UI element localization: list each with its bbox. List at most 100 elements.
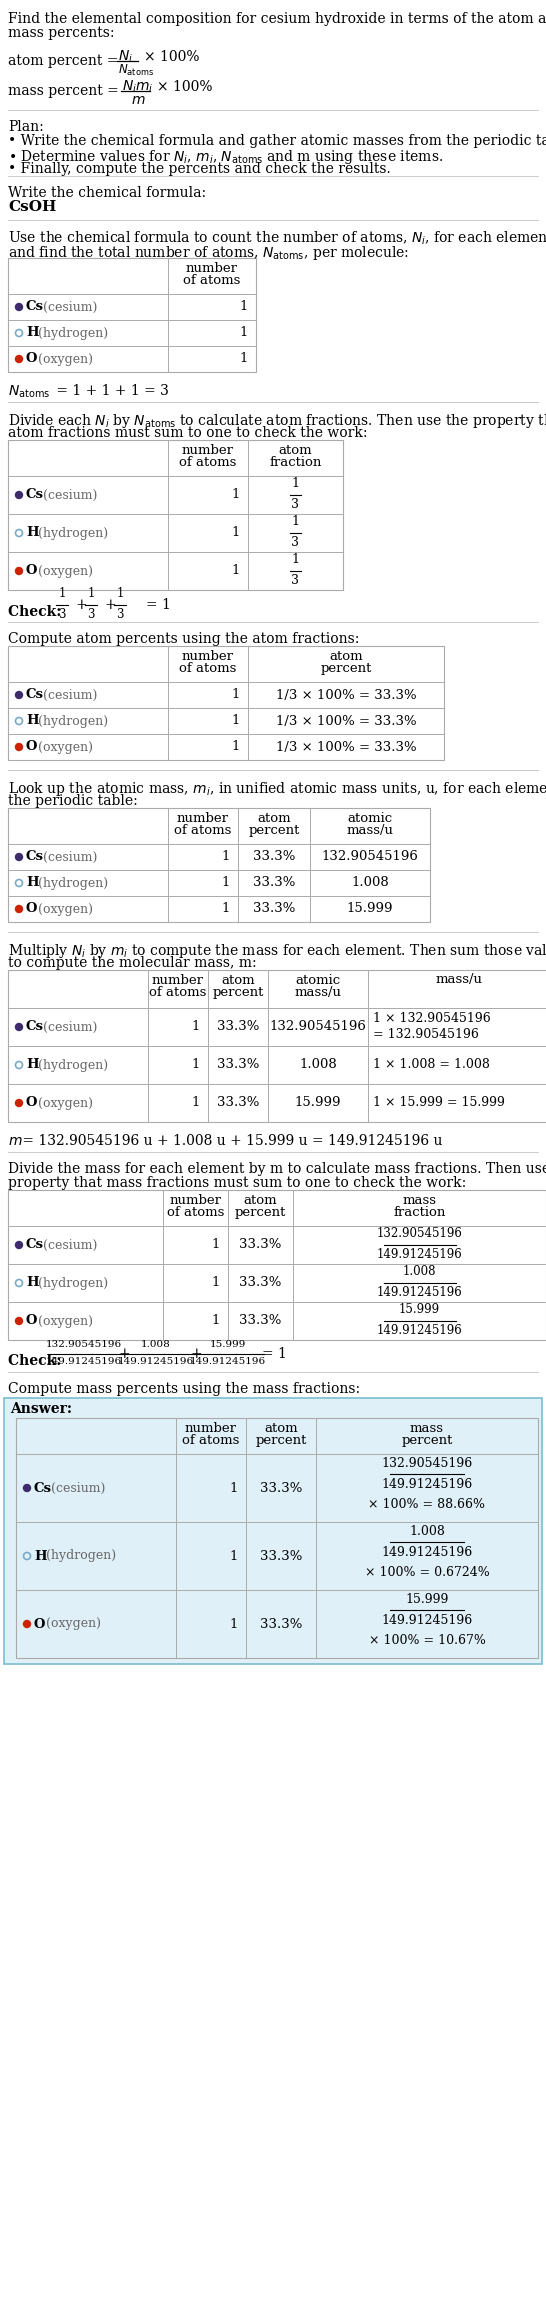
Text: 33.3%: 33.3% bbox=[217, 1019, 259, 1033]
Text: = 1 + 1 + 1 = 3: = 1 + 1 + 1 = 3 bbox=[52, 383, 169, 397]
Text: (cesium): (cesium) bbox=[39, 690, 97, 701]
Circle shape bbox=[23, 1484, 31, 1491]
Text: 1.008: 1.008 bbox=[351, 875, 389, 889]
Text: $N_i$: $N_i$ bbox=[118, 49, 133, 65]
Text: 1.008: 1.008 bbox=[409, 1526, 445, 1537]
Text: $N_i m_i$: $N_i m_i$ bbox=[122, 79, 153, 95]
Text: mass/u: mass/u bbox=[294, 987, 341, 998]
Text: 3: 3 bbox=[292, 536, 300, 548]
Text: 149.91245196: 149.91245196 bbox=[118, 1356, 194, 1365]
Text: 149.91245196: 149.91245196 bbox=[381, 1479, 473, 1491]
Text: 149.91245196: 149.91245196 bbox=[377, 1247, 462, 1261]
Text: 1: 1 bbox=[232, 715, 240, 727]
Text: percent: percent bbox=[248, 824, 300, 836]
Text: H: H bbox=[26, 1277, 39, 1289]
Text: 132.90545196: 132.90545196 bbox=[381, 1456, 473, 1470]
Text: 1: 1 bbox=[192, 1096, 200, 1110]
Text: of atoms: of atoms bbox=[174, 824, 232, 836]
Text: 1: 1 bbox=[230, 1618, 238, 1630]
Text: 33.3%: 33.3% bbox=[239, 1314, 282, 1328]
Text: × 100%: × 100% bbox=[144, 51, 199, 65]
Text: H: H bbox=[26, 527, 39, 539]
Text: fraction: fraction bbox=[393, 1205, 446, 1219]
Text: 149.91245196: 149.91245196 bbox=[377, 1286, 462, 1298]
Text: atom: atom bbox=[278, 444, 312, 457]
Text: 1 × 15.999 = 15.999: 1 × 15.999 = 15.999 bbox=[373, 1096, 505, 1110]
Text: atom: atom bbox=[329, 650, 363, 664]
Text: 33.3%: 33.3% bbox=[253, 875, 295, 889]
Text: percent: percent bbox=[212, 987, 264, 998]
Text: 33.3%: 33.3% bbox=[239, 1238, 282, 1252]
Text: of atoms: of atoms bbox=[167, 1205, 224, 1219]
Text: 1: 1 bbox=[58, 587, 66, 599]
Text: Find the elemental composition for cesium hydroxide in terms of the atom and: Find the elemental composition for cesiu… bbox=[8, 12, 546, 26]
Bar bbox=[8, 1189, 546, 1340]
Text: 15.999: 15.999 bbox=[347, 903, 393, 915]
Text: 1: 1 bbox=[232, 527, 240, 539]
Text: = 132.90545196: = 132.90545196 bbox=[373, 1029, 479, 1043]
Text: 1/3 × 100% = 33.3%: 1/3 × 100% = 33.3% bbox=[276, 741, 416, 755]
Text: atom: atom bbox=[221, 973, 255, 987]
Text: 33.3%: 33.3% bbox=[260, 1618, 302, 1630]
Text: 1: 1 bbox=[240, 300, 248, 313]
Text: of atoms: of atoms bbox=[149, 987, 207, 998]
Text: 3: 3 bbox=[292, 574, 300, 587]
Text: Multiply $N_i$ by $m_i$ to compute the mass for each element. Then sum those val: Multiply $N_i$ by $m_i$ to compute the m… bbox=[8, 943, 546, 959]
Text: Cs: Cs bbox=[26, 850, 44, 864]
Text: (hydrogen): (hydrogen) bbox=[34, 715, 108, 727]
Text: 1: 1 bbox=[232, 690, 240, 701]
Text: H: H bbox=[26, 715, 39, 727]
Text: × 100%: × 100% bbox=[157, 79, 212, 93]
Text: Write the chemical formula:: Write the chemical formula: bbox=[8, 186, 206, 200]
Text: 1: 1 bbox=[230, 1549, 238, 1563]
Circle shape bbox=[15, 906, 22, 913]
Text: 1: 1 bbox=[212, 1277, 220, 1289]
Text: $m$: $m$ bbox=[8, 1133, 22, 1147]
Text: 132.90545196: 132.90545196 bbox=[322, 850, 418, 864]
Text: Cs: Cs bbox=[26, 1238, 44, 1252]
Text: atom percent =: atom percent = bbox=[8, 53, 123, 67]
Text: 1: 1 bbox=[292, 515, 300, 527]
Text: fraction: fraction bbox=[269, 455, 322, 469]
Text: atom fractions must sum to one to check the work:: atom fractions must sum to one to check … bbox=[8, 425, 367, 439]
Bar bbox=[8, 971, 546, 1122]
Circle shape bbox=[15, 1101, 22, 1108]
Bar bbox=[16, 1419, 538, 1658]
Text: mass percents:: mass percents: bbox=[8, 26, 115, 39]
Text: and find the total number of atoms, $N_{\mathrm{atoms}}$, per molecule:: and find the total number of atoms, $N_{… bbox=[8, 244, 409, 262]
Text: percent: percent bbox=[401, 1435, 453, 1447]
Text: Compute mass percents using the mass fractions:: Compute mass percents using the mass fra… bbox=[8, 1382, 360, 1396]
Text: mass/u: mass/u bbox=[347, 824, 394, 836]
Circle shape bbox=[23, 1621, 31, 1628]
Text: (hydrogen): (hydrogen) bbox=[34, 327, 108, 339]
Text: 3: 3 bbox=[87, 608, 95, 620]
Text: (oxygen): (oxygen) bbox=[34, 1314, 93, 1328]
Text: 132.90545196: 132.90545196 bbox=[46, 1340, 122, 1349]
Text: 3: 3 bbox=[116, 608, 124, 620]
Text: 1: 1 bbox=[212, 1314, 220, 1328]
Text: mass/u: mass/u bbox=[436, 973, 483, 987]
Text: (cesium): (cesium) bbox=[47, 1481, 105, 1495]
Text: Cs: Cs bbox=[26, 690, 44, 701]
Text: (hydrogen): (hydrogen) bbox=[34, 527, 108, 539]
Text: percent: percent bbox=[321, 662, 372, 676]
Text: • Determine values for $N_i$, $m_i$, $N_{\mathrm{atoms}}$ and m using these item: • Determine values for $N_i$, $m_i$, $N_… bbox=[8, 149, 443, 165]
Text: (cesium): (cesium) bbox=[39, 1019, 97, 1033]
Circle shape bbox=[15, 1024, 22, 1031]
Text: number: number bbox=[182, 650, 234, 664]
Text: 15.999: 15.999 bbox=[405, 1593, 449, 1607]
Text: 149.91245196: 149.91245196 bbox=[381, 1614, 473, 1628]
Text: × 100% = 10.67%: × 100% = 10.67% bbox=[369, 1635, 485, 1646]
Text: (hydrogen): (hydrogen) bbox=[34, 875, 108, 889]
Text: Divide the mass for each element by m to calculate mass fractions. Then use the: Divide the mass for each element by m to… bbox=[8, 1161, 546, 1175]
Text: percent: percent bbox=[235, 1205, 286, 1219]
Text: mass: mass bbox=[402, 1194, 436, 1207]
Text: 3: 3 bbox=[58, 608, 66, 620]
Text: of atoms: of atoms bbox=[179, 662, 236, 676]
Circle shape bbox=[15, 492, 22, 499]
Text: O: O bbox=[26, 1096, 38, 1110]
Text: 1: 1 bbox=[222, 875, 230, 889]
Text: atom: atom bbox=[244, 1194, 277, 1207]
Text: +: + bbox=[118, 1347, 129, 1361]
Text: 15.999: 15.999 bbox=[210, 1340, 246, 1349]
